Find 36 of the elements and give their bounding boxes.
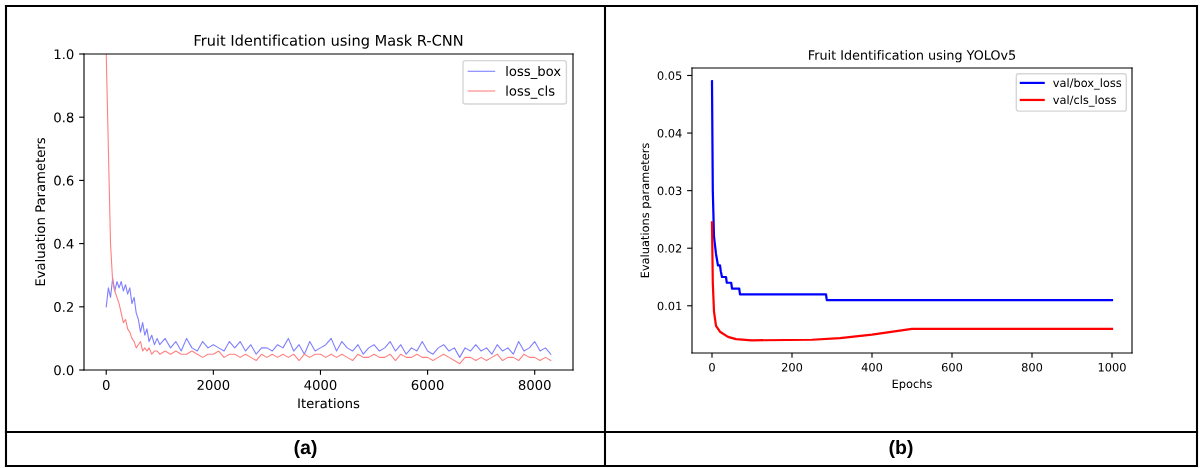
x-axis-title: Iterations [298,398,360,409]
x-tick-label: 2000 [197,379,230,390]
x-tick-label: 1000 [1098,362,1126,372]
x-tick-label: 0 [709,362,715,372]
x-axis-title: Epochs [892,379,932,391]
y-axis-title: Evaluation Parameters [34,137,46,286]
y-tick-label: 0.01 [657,301,682,311]
y-tick-label: 0.0 [54,365,74,376]
text: (a) [294,439,317,459]
legend-label: val/cls_loss [1053,95,1116,107]
x-tick-label: 0 [102,379,110,390]
line-series [710,221,1114,342]
legend-label: val/box_loss [1053,78,1122,90]
y-tick-label: 0.03 [657,186,682,196]
y-tick-label: 0.05 [657,71,682,80]
line-series [105,277,552,358]
x-tick-label: 600 [941,362,963,372]
chart-title: Fruit Identification using Mask R-CNN [194,34,463,49]
x-tick-label: 8000 [518,379,551,390]
y-tick-label: 0.04 [657,128,682,138]
y-tick-label: 0.2 [54,302,73,312]
x-tick-label: 400 [861,362,883,372]
legend-label: loss_box [506,65,561,80]
y-axis-title: Evaluations parameters [640,143,652,278]
x-tick-label: 4000 [304,379,337,390]
y-tick-label: 0.8 [54,112,74,123]
y-tick-label: 0.4 [54,238,74,249]
x-tick-label: 800 [1021,362,1043,372]
chart-title: Fruit Identification using YOLOv5 [809,49,1016,63]
y-tick-label: 1.0 [54,49,74,60]
y-tick-label: 0.02 [657,244,682,253]
text: (b) [889,439,913,459]
y-tick-label: 0.6 [54,175,74,186]
x-tick-label: 200 [781,362,803,372]
legend-label: loss_cls [506,85,555,99]
x-tick-label: 6000 [411,379,444,390]
